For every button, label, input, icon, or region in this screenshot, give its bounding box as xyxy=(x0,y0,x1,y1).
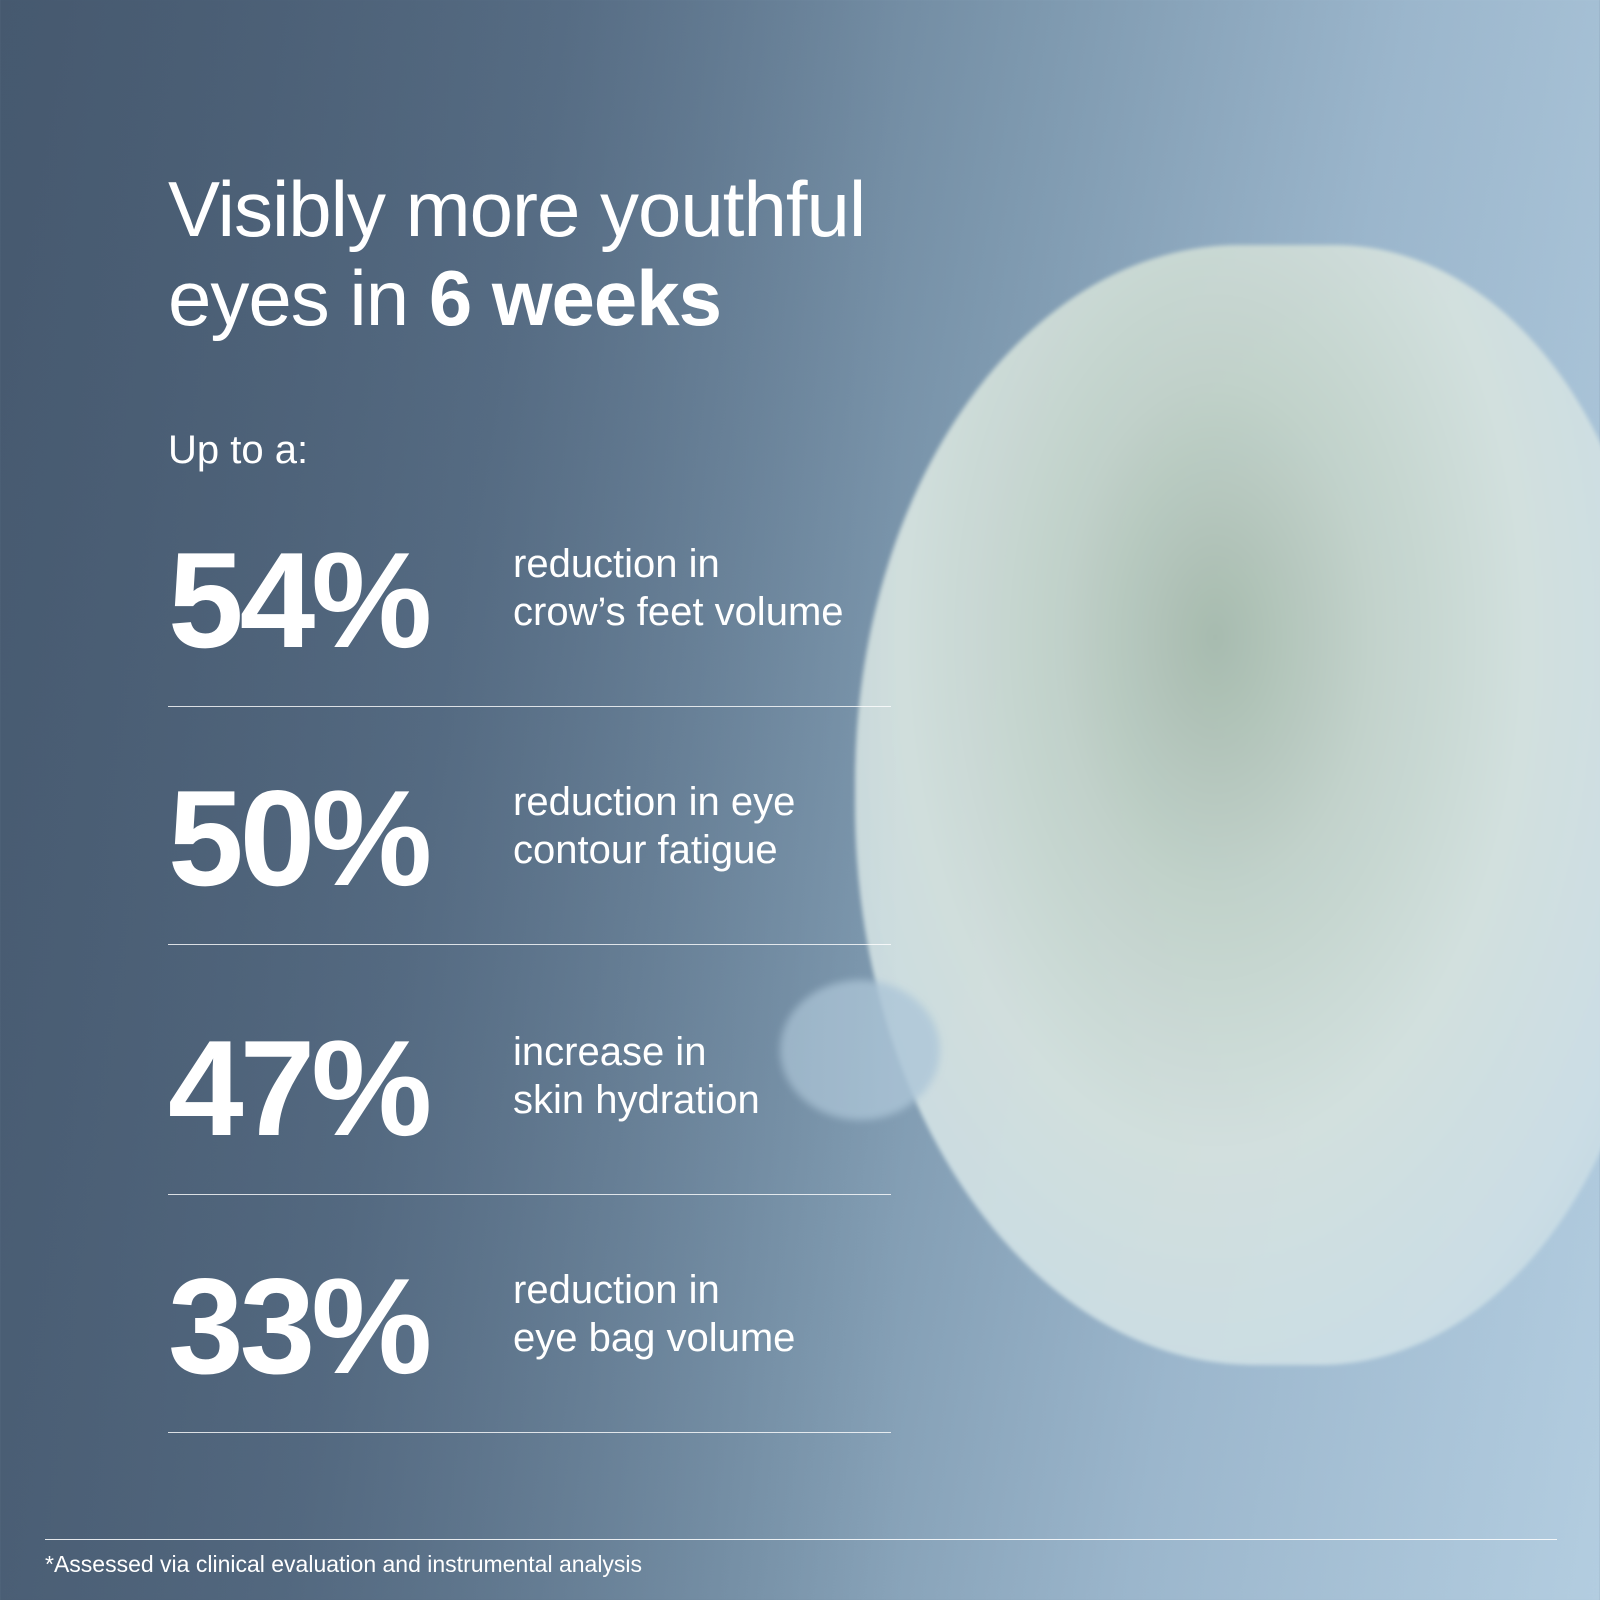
divider xyxy=(168,1432,891,1433)
footnote-divider xyxy=(45,1539,1557,1540)
headline-line2-bold: 6 weeks xyxy=(428,254,722,342)
stat-description: reduction in eye contour fatigue xyxy=(513,780,796,872)
stat-item: 33% reduction in eye bag volume xyxy=(168,1254,891,1492)
divider xyxy=(168,1194,891,1195)
stat-item: 47% increase in skin hydration xyxy=(168,1016,891,1254)
divider xyxy=(168,944,891,945)
stat-value: 50% xyxy=(168,762,432,914)
headline-line1: Visibly more youthful xyxy=(168,165,866,253)
stat-description: reduction in eye bag volume xyxy=(513,1268,796,1360)
headline-line2-prefix: eyes in xyxy=(168,254,429,342)
footnote: *Assessed via clinical evaluation and in… xyxy=(45,1551,643,1577)
background-shade xyxy=(0,0,900,1600)
cream-texture-image xyxy=(855,245,1600,1365)
stat-description: increase in skin hydration xyxy=(513,1030,760,1122)
headline: Visibly more youthful eyes in 6 weeks xyxy=(168,165,866,343)
divider xyxy=(168,706,891,707)
stat-value: 47% xyxy=(168,1012,432,1164)
stat-description: reduction in crow’s feet volume xyxy=(513,542,844,634)
intro-text: Up to a: xyxy=(168,428,309,472)
stat-item: 54% reduction in crow’s feet volume xyxy=(168,528,891,766)
stat-item: 50% reduction in eye contour fatigue xyxy=(168,766,891,1004)
stat-value: 54% xyxy=(168,524,432,676)
stat-value: 33% xyxy=(168,1250,432,1402)
